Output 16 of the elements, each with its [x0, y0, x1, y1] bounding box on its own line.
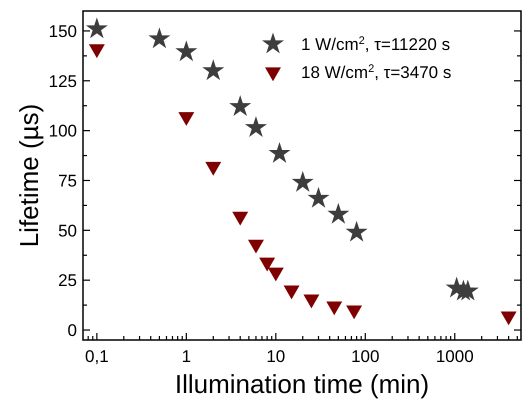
y-tick-label: 50	[58, 221, 77, 240]
y-tick-label: 150	[48, 22, 77, 41]
x-tick-label: 1	[182, 347, 192, 366]
y-tick-label: 0	[68, 321, 77, 340]
y-tick-label: 125	[48, 72, 77, 91]
x-axis-title: Illumination time (min)	[174, 369, 430, 399]
y-tick-label: 25	[58, 271, 77, 290]
x-tick-label: 100	[351, 347, 380, 366]
y-tick-label: 75	[58, 171, 77, 190]
y-axis-title: Lifetime (µs)	[14, 104, 44, 248]
x-tick-label: 0,1	[85, 347, 109, 366]
x-tick-label: 1000	[436, 347, 474, 366]
x-tick-label: 10	[266, 347, 286, 366]
legend-label: 18 W/cm$^{2}$, τ=3470 s	[301, 63, 452, 82]
y-tick-label: 100	[48, 122, 77, 141]
legend-label: 1 W/cm$^{2}$, τ=11220 s	[301, 35, 450, 54]
